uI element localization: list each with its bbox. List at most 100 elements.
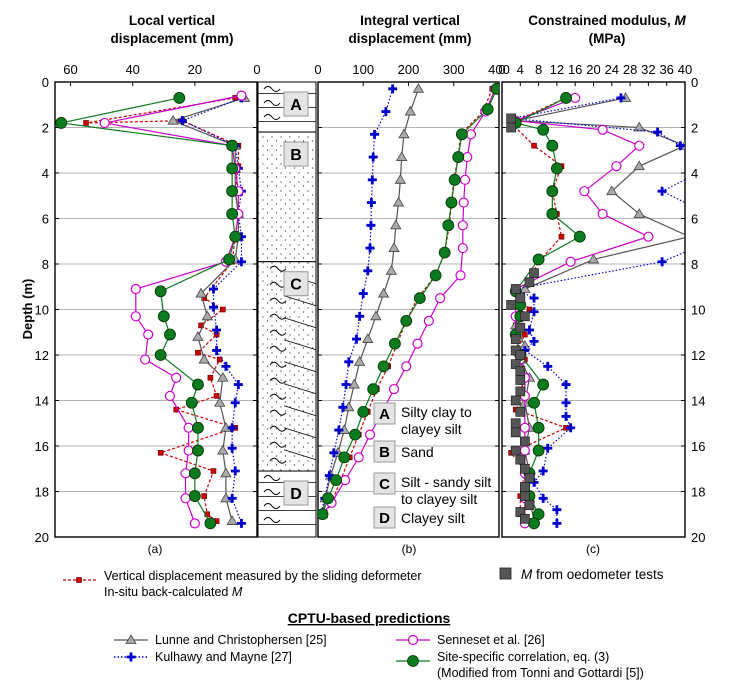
data-point	[227, 423, 237, 433]
data-point	[537, 378, 550, 391]
legend-senneset-text: Senneset et al. [26]	[437, 633, 545, 647]
series-line-0	[85, 97, 239, 522]
data-point	[83, 120, 89, 126]
legend-site-text-1: Site-specific correlation, eq. (3)	[437, 650, 609, 664]
data-point	[367, 383, 380, 396]
y-tick-label-right: 0	[691, 75, 698, 90]
data-point	[529, 336, 539, 346]
data-point	[236, 90, 247, 101]
data-point	[634, 140, 645, 151]
data-point	[167, 114, 179, 125]
data-point	[227, 493, 237, 503]
data-point	[204, 517, 217, 530]
y-tick-label-left: 0	[42, 75, 49, 90]
data-point	[423, 315, 434, 326]
legend-cptu-heading: CPTU-based predictions	[288, 610, 451, 626]
data-point	[515, 407, 526, 417]
data-point	[528, 517, 540, 530]
soil-letter: A	[290, 97, 302, 114]
data-point	[515, 366, 526, 376]
data-point	[368, 152, 378, 162]
data-point	[438, 246, 451, 259]
data-point	[207, 374, 214, 381]
data-point	[348, 378, 360, 389]
y-tick-label-right: 12	[691, 348, 705, 363]
data-point	[611, 161, 622, 172]
data-point	[220, 306, 226, 313]
data-point	[349, 428, 362, 441]
soil-legend-text: Clayey silt	[401, 510, 465, 526]
data-point	[392, 196, 405, 207]
data-point	[183, 422, 194, 433]
data-point	[561, 411, 571, 421]
data-point	[579, 186, 590, 197]
x-tick-label: 20	[586, 62, 600, 77]
legend-senneset-marker	[407, 634, 419, 646]
data-point	[597, 208, 608, 220]
soil-letter-box	[283, 480, 309, 506]
soil-letter: C	[290, 277, 302, 294]
data-point	[189, 518, 200, 529]
data-point	[546, 139, 559, 152]
data-point	[198, 353, 210, 364]
data-point	[351, 334, 361, 344]
x-tick-label: 0	[314, 62, 321, 77]
soil-letter-box	[283, 141, 309, 167]
data-point	[388, 84, 398, 94]
data-point	[226, 185, 239, 198]
data-point	[130, 311, 141, 322]
svg-text:B: B	[379, 444, 390, 461]
data-point	[381, 107, 391, 117]
data-point	[510, 284, 521, 294]
data-point	[164, 390, 176, 402]
data-point	[532, 421, 545, 434]
panel-2: 0 100 200 300 400	[314, 62, 510, 538]
data-point	[633, 121, 645, 132]
data-point	[401, 361, 412, 372]
soil-letter-box	[283, 271, 309, 297]
data-point	[529, 268, 539, 278]
y-tick-label-right: 6	[691, 212, 698, 227]
series-line-4	[61, 97, 236, 524]
y-tick-label-left: 2	[42, 121, 49, 136]
data-point	[396, 151, 408, 161]
data-point	[180, 468, 191, 479]
soil-letter: D	[290, 486, 302, 503]
data-point	[524, 277, 535, 288]
title-local-2: displacement (mm)	[110, 31, 233, 46]
data-point	[385, 265, 398, 275]
data-point	[370, 129, 380, 139]
data-point	[448, 173, 461, 186]
soil-letter-box	[283, 91, 309, 117]
data-point	[157, 310, 170, 323]
data-point	[192, 378, 204, 391]
data-point	[398, 128, 410, 139]
y-tick-label-left: 20	[35, 530, 49, 545]
data-point	[597, 124, 608, 135]
data-point	[185, 396, 198, 409]
data-point	[528, 396, 540, 409]
data-point	[462, 151, 473, 163]
data-point	[212, 345, 222, 355]
data-point	[413, 292, 426, 305]
data-point	[400, 314, 413, 327]
soil-layer-a: A	[257, 81, 317, 133]
y-tick-label-left: 18	[35, 485, 49, 500]
y-tick-label-left: 14	[35, 394, 49, 409]
x-tick-label: 0	[498, 62, 505, 77]
data-point	[140, 354, 151, 365]
data-point	[322, 492, 334, 505]
data-point	[445, 196, 458, 209]
soil-legend-item-d: D Clayey silt	[373, 506, 465, 529]
y-tick-label-right: 16	[691, 439, 705, 454]
data-point	[519, 422, 530, 433]
data-point	[388, 242, 400, 252]
svg-text:D: D	[379, 510, 390, 527]
panel-label-c: (c)	[586, 542, 600, 556]
data-point	[717, 232, 726, 241]
data-point	[154, 349, 167, 361]
